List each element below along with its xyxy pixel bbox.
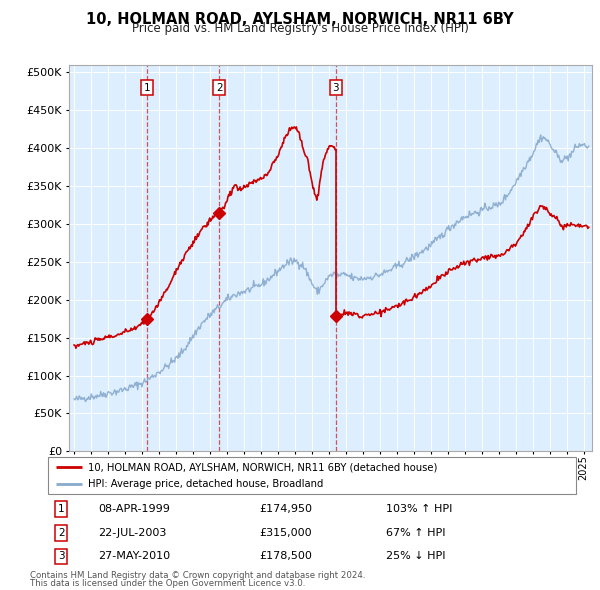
Text: £315,000: £315,000	[259, 528, 312, 537]
Text: 2: 2	[216, 83, 223, 93]
Text: £178,500: £178,500	[259, 552, 312, 562]
Text: 25% ↓ HPI: 25% ↓ HPI	[386, 552, 445, 562]
Text: £174,950: £174,950	[259, 504, 312, 514]
Text: HPI: Average price, detached house, Broadland: HPI: Average price, detached house, Broa…	[88, 479, 323, 489]
Text: 10, HOLMAN ROAD, AYLSHAM, NORWICH, NR11 6BY: 10, HOLMAN ROAD, AYLSHAM, NORWICH, NR11 …	[86, 12, 514, 27]
Text: 27-MAY-2010: 27-MAY-2010	[98, 552, 170, 562]
Text: 22-JUL-2003: 22-JUL-2003	[98, 528, 167, 537]
Text: 2: 2	[58, 528, 65, 537]
Text: 1: 1	[143, 83, 150, 93]
Text: 67% ↑ HPI: 67% ↑ HPI	[386, 528, 445, 537]
Text: 103% ↑ HPI: 103% ↑ HPI	[386, 504, 452, 514]
Text: Price paid vs. HM Land Registry's House Price Index (HPI): Price paid vs. HM Land Registry's House …	[131, 22, 469, 35]
Text: 1: 1	[58, 504, 65, 514]
Text: 3: 3	[58, 552, 65, 562]
Text: This data is licensed under the Open Government Licence v3.0.: This data is licensed under the Open Gov…	[30, 579, 305, 588]
Text: 10, HOLMAN ROAD, AYLSHAM, NORWICH, NR11 6BY (detached house): 10, HOLMAN ROAD, AYLSHAM, NORWICH, NR11 …	[88, 462, 437, 472]
Text: 3: 3	[332, 83, 339, 93]
Text: Contains HM Land Registry data © Crown copyright and database right 2024.: Contains HM Land Registry data © Crown c…	[30, 571, 365, 579]
Text: 08-APR-1999: 08-APR-1999	[98, 504, 170, 514]
FancyBboxPatch shape	[48, 457, 576, 494]
